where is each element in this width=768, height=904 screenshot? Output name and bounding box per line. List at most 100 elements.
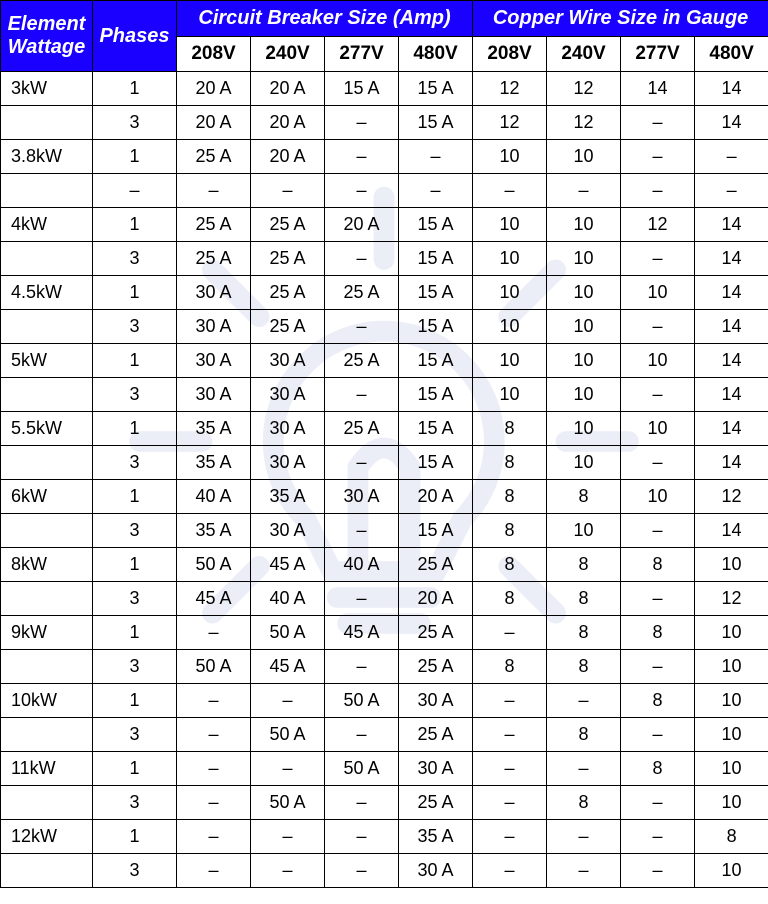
cell-wire: 10 <box>547 446 621 480</box>
cell-breaker: 50 A <box>251 786 325 820</box>
cell-wire: 8 <box>547 582 621 616</box>
cell-breaker: 20 A <box>251 72 325 106</box>
cell-wattage <box>1 650 93 684</box>
table-row: 335 A30 A–15 A810–14 <box>1 446 768 480</box>
cell-breaker: 20 A <box>399 582 473 616</box>
cell-breaker: 35 A <box>177 446 251 480</box>
cell-wire: – <box>695 140 768 174</box>
cell-phases: 3 <box>93 718 177 752</box>
cell-wire: – <box>473 718 547 752</box>
cell-wire: 10 <box>473 310 547 344</box>
cell-breaker: 30 A <box>325 480 399 514</box>
cell-wire: 8 <box>547 616 621 650</box>
cell-wire: – <box>547 820 621 854</box>
cell-breaker: 25 A <box>399 786 473 820</box>
header-wire-240v: 240V <box>547 37 621 72</box>
cell-wire: – <box>547 752 621 786</box>
cell-wire: – <box>473 820 547 854</box>
cell-breaker: 25 A <box>251 242 325 276</box>
cell-breaker: – <box>177 786 251 820</box>
cell-breaker: 15 A <box>399 242 473 276</box>
cell-breaker: 15 A <box>399 446 473 480</box>
cell-wire: 10 <box>621 344 695 378</box>
cell-wire: 10 <box>547 514 621 548</box>
cell-breaker: 15 A <box>399 412 473 446</box>
cell-breaker: – <box>177 752 251 786</box>
cell-breaker: – <box>325 446 399 480</box>
cell-wire: 10 <box>473 276 547 310</box>
cell-wire: 10 <box>621 480 695 514</box>
cell-breaker: 45 A <box>177 582 251 616</box>
cell-breaker: 35 A <box>251 480 325 514</box>
cell-wire: – <box>547 684 621 718</box>
cell-phases: 1 <box>93 480 177 514</box>
cell-breaker: 30 A <box>177 344 251 378</box>
cell-breaker: – <box>177 820 251 854</box>
cell-wire: – <box>621 854 695 888</box>
cell-breaker: 45 A <box>251 650 325 684</box>
cell-breaker: 25 A <box>177 140 251 174</box>
cell-breaker: 20 A <box>399 480 473 514</box>
cell-breaker: 20 A <box>177 106 251 140</box>
cell-wire: 14 <box>695 412 768 446</box>
cell-wire: 8 <box>621 616 695 650</box>
cell-breaker: – <box>325 650 399 684</box>
cell-breaker: 30 A <box>177 310 251 344</box>
table-body: 3kW120 A20 A15 A15 A12121414320 A20 A–15… <box>1 72 768 888</box>
cell-wire: 10 <box>473 378 547 412</box>
table-row: 325 A25 A–15 A1010–14 <box>1 242 768 276</box>
cell-wire: – <box>621 718 695 752</box>
cell-wire: 12 <box>695 582 768 616</box>
cell-wire: 10 <box>547 242 621 276</box>
cell-breaker: 30 A <box>251 514 325 548</box>
table-row: ––––––––– <box>1 174 768 208</box>
cell-breaker: 20 A <box>251 106 325 140</box>
header-breaker-group: Circuit Breaker Size (Amp) <box>177 1 473 37</box>
cell-wire: – <box>473 684 547 718</box>
cell-phases: 3 <box>93 514 177 548</box>
cell-phases: 1 <box>93 412 177 446</box>
cell-phases: 3 <box>93 446 177 480</box>
cell-breaker: – <box>325 582 399 616</box>
cell-wire: 14 <box>695 446 768 480</box>
cell-breaker: – <box>251 820 325 854</box>
cell-breaker: 35 A <box>399 820 473 854</box>
cell-breaker: – <box>251 684 325 718</box>
table-row: 350 A45 A–25 A88–10 <box>1 650 768 684</box>
cell-breaker: – <box>251 752 325 786</box>
cell-phases: 1 <box>93 276 177 310</box>
table-row: 9kW1–50 A45 A25 A–8810 <box>1 616 768 650</box>
cell-wire: 8 <box>547 548 621 582</box>
table-row: 330 A30 A–15 A1010–14 <box>1 378 768 412</box>
cell-breaker: 50 A <box>177 548 251 582</box>
cell-breaker: – <box>325 378 399 412</box>
wire-sizing-table: Element Wattage Phases Circuit Breaker S… <box>0 0 768 888</box>
cell-breaker: 45 A <box>251 548 325 582</box>
cell-wire: 10 <box>473 208 547 242</box>
cell-breaker: 40 A <box>177 480 251 514</box>
cell-breaker: 25 A <box>325 412 399 446</box>
cell-wattage: 12kW <box>1 820 93 854</box>
cell-wattage <box>1 718 93 752</box>
cell-wire: – <box>621 650 695 684</box>
cell-wire: 14 <box>695 106 768 140</box>
cell-phases: 1 <box>93 684 177 718</box>
cell-wattage: 10kW <box>1 684 93 718</box>
cell-breaker: 30 A <box>399 684 473 718</box>
cell-wire: 10 <box>695 650 768 684</box>
cell-wattage: 5kW <box>1 344 93 378</box>
cell-phases: 3 <box>93 242 177 276</box>
cell-phases: 1 <box>93 820 177 854</box>
cell-wattage <box>1 854 93 888</box>
cell-wattage: 4.5kW <box>1 276 93 310</box>
cell-phases: 1 <box>93 752 177 786</box>
cell-wire: 8 <box>547 786 621 820</box>
cell-breaker: 15 A <box>399 106 473 140</box>
cell-wire: 8 <box>547 650 621 684</box>
cell-wire: 10 <box>547 378 621 412</box>
cell-breaker: 30 A <box>251 412 325 446</box>
cell-breaker: – <box>251 174 325 208</box>
cell-phases: 3 <box>93 582 177 616</box>
cell-breaker: 25 A <box>325 276 399 310</box>
cell-breaker: 25 A <box>251 276 325 310</box>
